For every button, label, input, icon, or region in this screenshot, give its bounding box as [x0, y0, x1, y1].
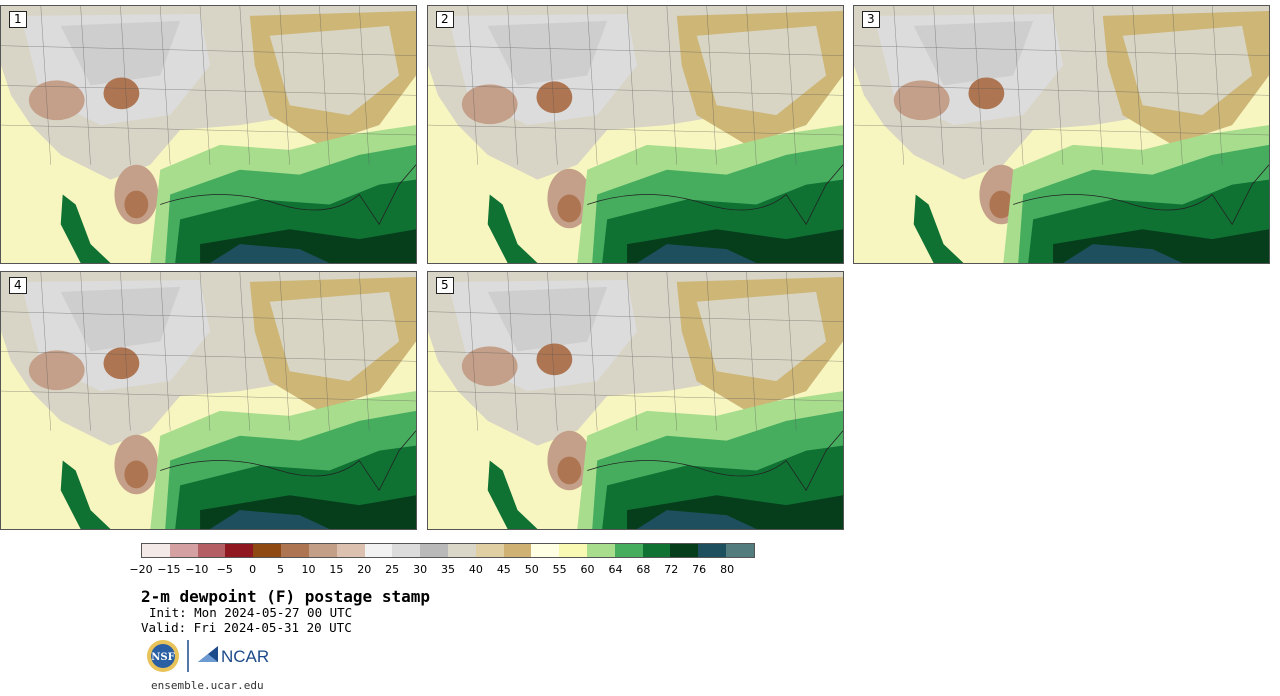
- colorbar-swatch: [281, 544, 309, 557]
- colorbar-tick-label: 72: [664, 563, 679, 576]
- postage-stamp-map-3: 3: [853, 5, 1270, 264]
- colorbar-tick-label: 55: [552, 563, 567, 576]
- dewpoint-map: [1, 272, 416, 529]
- colorbar-swatch: [364, 544, 393, 557]
- svg-text:NSF: NSF: [151, 652, 174, 663]
- stamp-number: 1: [9, 11, 27, 28]
- colorbar-swatch: [308, 544, 337, 557]
- colorbar-swatch: [614, 544, 643, 557]
- colorbar-swatch: [420, 544, 448, 557]
- colorbar-tick-label: −5: [216, 563, 233, 576]
- colorbar-tick-label: 80: [720, 563, 735, 576]
- colorbar-tick-label: −10: [185, 563, 209, 576]
- colorbar-tick-label: 30: [413, 563, 428, 576]
- stamp-number: 5: [436, 277, 454, 294]
- svg-text:NCAR: NCAR: [221, 647, 269, 666]
- colorbar-swatch: [698, 544, 727, 557]
- postage-stamp-map-1: 1: [0, 5, 417, 264]
- ncar-logo-icon: NCAR: [198, 646, 269, 666]
- colorbar-swatch: [253, 544, 282, 557]
- colorbar-swatch: [336, 544, 365, 557]
- colorbar-tick-label: 76: [692, 563, 707, 576]
- dewpoint-map: [428, 6, 843, 263]
- init-time: Init: Mon 2024-05-27 00 UTC: [149, 605, 353, 620]
- dewpoint-map: [854, 6, 1269, 263]
- colorbar-swatch: [559, 544, 587, 557]
- colorbar-swatch: [392, 544, 421, 557]
- colorbar-swatch: [503, 544, 532, 557]
- nsf-logo-icon: NSF: [147, 640, 179, 672]
- colorbar-tick-label: 45: [496, 563, 511, 576]
- colorbar-swatch: [531, 544, 560, 557]
- stamp-number: 2: [436, 11, 454, 28]
- page-title: 2-m dewpoint (F) postage stamp: [141, 587, 430, 606]
- colorbar-tick-label: 60: [580, 563, 595, 576]
- colorbar-tick-label: 68: [636, 563, 651, 576]
- colorbar-tick-label: 64: [608, 563, 623, 576]
- postage-stamp-map-2: 2: [427, 5, 844, 264]
- colorbar: [141, 543, 755, 558]
- stamp-number: 3: [862, 11, 880, 28]
- colorbar-swatch: [197, 544, 226, 557]
- colorbar-tick-label: 5: [277, 563, 285, 576]
- colorbar-tick-label: 50: [524, 563, 539, 576]
- colorbar-swatch: [670, 544, 699, 557]
- colorbar-tick-label: −20: [129, 563, 153, 576]
- colorbar-swatch: [587, 544, 615, 557]
- colorbar-ticks: −20 −15 −10 −5 0 5 10 15 20 25 30 35 40 45 50 55 60 64 68 7…: [129, 563, 755, 577]
- dewpoint-map: [1, 6, 416, 263]
- colorbar-tick-label: 20: [357, 563, 372, 576]
- colorbar-tick-label: 35: [441, 563, 455, 576]
- dewpoint-map: [428, 272, 843, 529]
- website-link[interactable]: ensemble.ucar.edu: [151, 679, 264, 692]
- postage-stamp-map-4: 4: [0, 271, 417, 530]
- colorbar-tick-label: 10: [301, 563, 316, 576]
- colorbar-swatch: [447, 544, 476, 557]
- colorbar-tick-label: 15: [329, 563, 344, 576]
- colorbar-swatch: [642, 544, 671, 557]
- colorbar-tick-label: 25: [385, 563, 400, 576]
- colorbar-swatch: [142, 544, 170, 557]
- colorbar-swatch: [475, 544, 504, 557]
- colorbar-tick-label: 0: [249, 563, 257, 576]
- colorbar-tick-label: 40: [468, 563, 483, 576]
- colorbar-swatch: [169, 544, 198, 557]
- logos: NSF NCAR: [146, 638, 276, 674]
- valid-time: Valid: Fri 2024-05-31 20 UTC: [141, 620, 352, 635]
- colorbar-swatch: [225, 544, 254, 557]
- colorbar-swatch: [726, 544, 754, 557]
- stamp-number: 4: [9, 277, 27, 294]
- postage-stamp-map-5: 5: [427, 271, 844, 530]
- colorbar-tick-label: −15: [157, 563, 181, 576]
